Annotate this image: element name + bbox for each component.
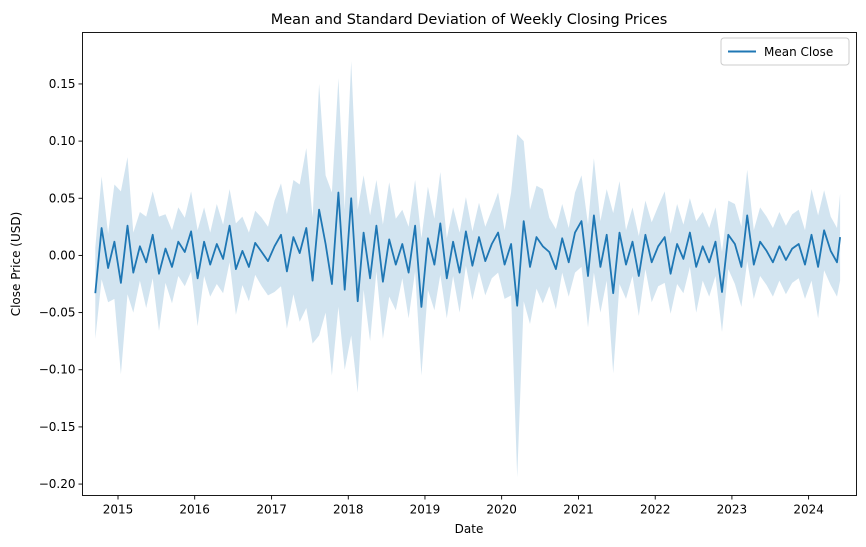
x-tick-label: 2020 xyxy=(486,503,517,517)
mean-close-line xyxy=(94,191,841,308)
chart-title: Mean and Standard Deviation of Weekly Cl… xyxy=(271,12,668,28)
x-tick-label: 2017 xyxy=(256,503,287,517)
x-tick-label: 2016 xyxy=(179,503,210,517)
x-axis: 2015 2016 2017 2018 2019 2020 2021 2022 2023 2024 xyxy=(103,495,824,517)
y-tick-label: 0.10 xyxy=(49,134,76,148)
mean-line-layer xyxy=(94,191,841,308)
y-axis: 0.15 0.10 0.05 0.00 −0.05 −0.10 −0.15 −0.20 xyxy=(39,77,83,491)
y-tick-label: −0.05 xyxy=(39,306,76,320)
legend-label-mean-close: Mean Close xyxy=(764,45,833,59)
x-axis-label: Date xyxy=(455,522,484,536)
std-band-layer xyxy=(95,61,841,478)
x-tick-label: 2019 xyxy=(410,503,441,517)
y-tick-label: −0.15 xyxy=(39,420,76,434)
x-tick-label: 2021 xyxy=(563,503,594,517)
y-tick-label: 0.00 xyxy=(49,248,76,262)
y-tick-label: 0.05 xyxy=(49,191,76,205)
x-tick-label: 2024 xyxy=(793,503,824,517)
plot-area-frame xyxy=(82,32,857,496)
y-tick-label: −0.10 xyxy=(39,363,76,377)
y-tick-label: 0.15 xyxy=(49,77,76,91)
x-tick-label: 2018 xyxy=(333,503,364,517)
y-tick-label: −0.20 xyxy=(39,477,76,491)
std-band xyxy=(95,61,841,478)
x-tick-label: 2023 xyxy=(717,503,748,517)
x-tick-label: 2022 xyxy=(640,503,671,517)
y-axis-label: Close Price (USD) xyxy=(9,212,23,317)
legend: Mean Close xyxy=(720,37,850,66)
x-tick-label: 2015 xyxy=(103,503,134,517)
legend-box xyxy=(720,37,850,66)
